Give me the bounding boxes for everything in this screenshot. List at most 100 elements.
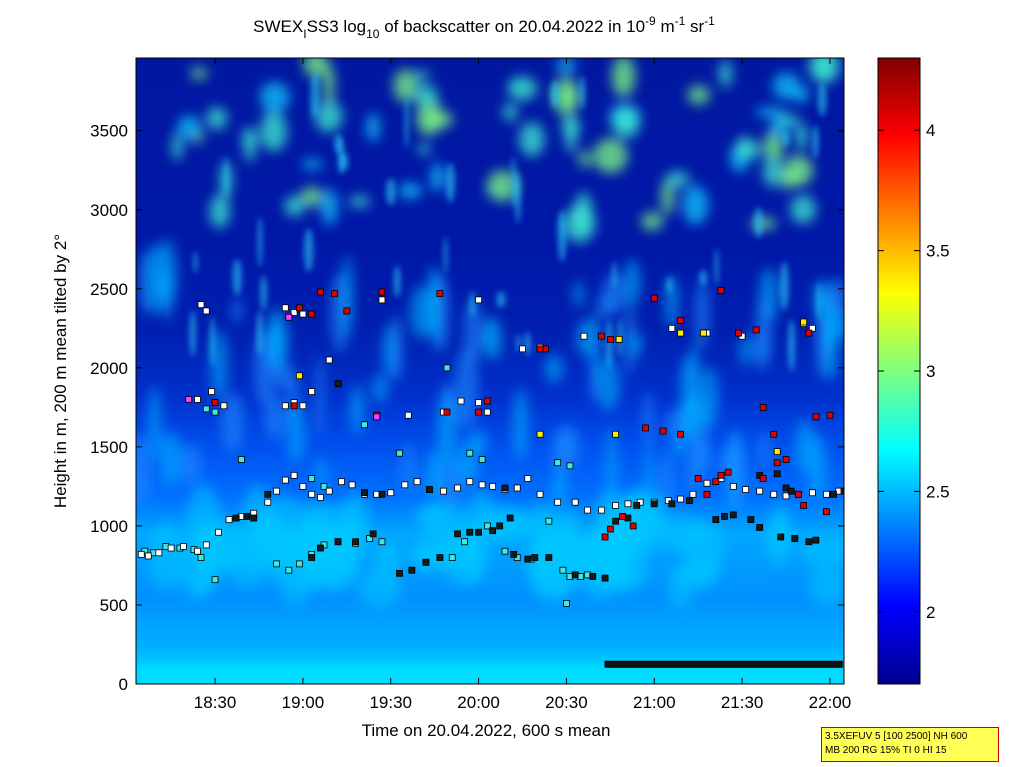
marker-white xyxy=(197,301,205,309)
marker-black xyxy=(601,574,609,582)
texture-streak xyxy=(779,261,790,311)
texture-plume xyxy=(606,426,617,510)
texture-streak xyxy=(699,269,708,286)
marker-red xyxy=(823,508,830,516)
texture-plume xyxy=(573,280,585,308)
texture-plume xyxy=(372,374,389,403)
texture-streak xyxy=(754,207,763,238)
marker-black xyxy=(531,554,539,561)
texture-patch xyxy=(719,60,732,88)
x-tick-label: 19:00 xyxy=(282,693,325,712)
marker-black xyxy=(454,530,461,538)
marker-red xyxy=(717,286,725,294)
marker-white xyxy=(554,498,562,506)
marker-white xyxy=(202,541,210,549)
marker-red xyxy=(629,522,637,530)
texture-patch xyxy=(413,70,430,81)
marker-white xyxy=(756,487,764,495)
marker-white xyxy=(703,479,711,487)
marker-black xyxy=(396,569,403,577)
texture-plume xyxy=(144,243,165,316)
texture-plume xyxy=(401,444,416,497)
marker-cyan xyxy=(466,449,474,457)
marker-yellow xyxy=(677,329,685,337)
marker-black xyxy=(840,487,844,495)
marker-cyan xyxy=(559,566,567,574)
plot-area: 18:30 19:00 19:30 20:00 20:30 21:00 21:30 22:00… xyxy=(90,57,851,712)
marker-white xyxy=(584,506,591,514)
texture-plume xyxy=(485,314,494,358)
texture-patch xyxy=(393,69,418,103)
marker-cyan xyxy=(211,408,219,416)
texture-plume xyxy=(231,298,243,323)
texture-blob xyxy=(658,514,704,552)
texture-plume xyxy=(159,431,182,486)
texture-streak xyxy=(189,310,196,357)
texture-plume xyxy=(454,346,479,429)
marker-red xyxy=(642,424,649,432)
texture-plume xyxy=(263,394,287,440)
marker-black xyxy=(524,555,532,563)
texture-plume xyxy=(341,254,354,337)
marker-black xyxy=(756,524,764,531)
marker-white xyxy=(325,356,333,364)
texture-blob xyxy=(414,503,450,526)
marker-black xyxy=(436,554,444,561)
info-line-1: 3.5XEFUV 5 [100 2500] NH 600 xyxy=(825,731,968,742)
marker-red xyxy=(378,288,386,296)
texture-plume xyxy=(180,443,202,486)
plot-frame xyxy=(135,57,845,685)
marker-red xyxy=(782,456,790,463)
texture-plume xyxy=(315,458,327,490)
marker-white xyxy=(808,489,816,497)
texture-plume xyxy=(287,402,306,463)
marker-red xyxy=(805,329,813,337)
marker-cyan xyxy=(295,560,303,568)
texture-blob xyxy=(373,541,403,578)
marker-white xyxy=(689,490,697,498)
layer-markers xyxy=(137,286,844,668)
marker-white xyxy=(457,397,465,405)
texture-streak xyxy=(605,319,613,370)
texture-plume xyxy=(822,326,839,381)
marker-white xyxy=(454,484,461,492)
marker-white xyxy=(194,547,201,555)
texture-streak xyxy=(224,156,229,198)
x-tick-label: 18:30 xyxy=(194,693,237,712)
texture-patch xyxy=(190,67,208,80)
texture-plume xyxy=(699,366,719,429)
texture-patch xyxy=(414,84,439,106)
texture-plume xyxy=(622,259,641,307)
ground-glow xyxy=(136,663,844,684)
texture-streak xyxy=(666,276,673,295)
texture-plume xyxy=(440,383,454,423)
y-tick-label: 1500 xyxy=(90,438,128,457)
y-tick-label: 0 xyxy=(119,675,128,694)
marker-white xyxy=(308,490,316,498)
texture-plume xyxy=(727,430,746,511)
processing-info-box: 3.5XEFUV 5 [100 2500] NH 600 MB 200 RG 1… xyxy=(821,727,999,762)
texture-patch xyxy=(430,162,446,192)
marker-black xyxy=(475,528,482,536)
marker-white xyxy=(194,396,201,403)
texture-fine xyxy=(189,72,827,372)
texture-patch xyxy=(425,111,454,128)
marker-white xyxy=(524,475,532,482)
texture-blob xyxy=(619,489,669,533)
texture-streak xyxy=(787,319,796,372)
marker-black xyxy=(308,554,316,561)
colorbar-tick-label: 4 xyxy=(926,121,935,140)
marker-black xyxy=(650,500,658,508)
marker-yellow xyxy=(295,372,303,380)
marker-white xyxy=(489,482,497,490)
colorbar-gradient xyxy=(877,57,921,685)
marker-red xyxy=(650,294,658,302)
marker-black xyxy=(589,573,597,580)
texture-patch xyxy=(783,155,814,186)
marker-red xyxy=(483,397,491,405)
marker-cyan xyxy=(308,475,316,482)
texture-plume xyxy=(597,358,620,411)
texture-plume xyxy=(660,450,673,510)
texture-streak xyxy=(393,265,401,298)
